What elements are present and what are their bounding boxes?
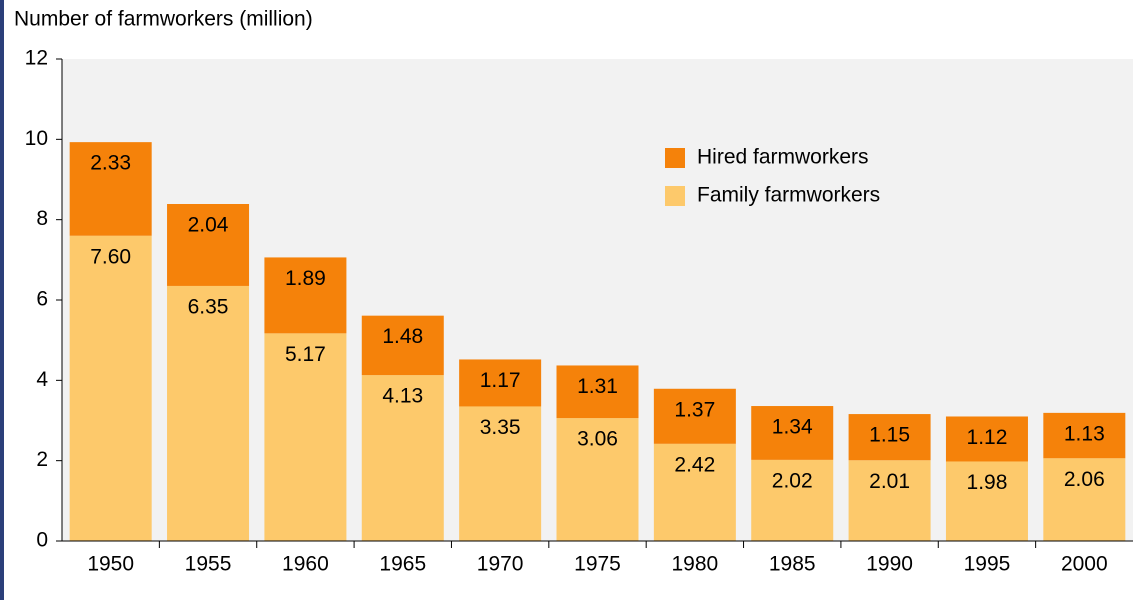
x-tick-label: 1955 (185, 553, 232, 576)
value-label: 1.37 (674, 398, 715, 421)
bar-segment (459, 359, 542, 407)
y-tick-label: 10 (25, 127, 48, 150)
value-label: 2.06 (1064, 468, 1105, 491)
value-label: 1.89 (285, 267, 326, 290)
bar-segment (361, 315, 444, 376)
value-label: 1.98 (967, 471, 1008, 494)
bar-segment (264, 333, 347, 541)
x-tick-label: 1980 (672, 553, 719, 576)
x-tick-label: 1975 (574, 553, 621, 576)
legend-swatch (665, 148, 685, 168)
bar-segment (1043, 412, 1126, 459)
x-tick-label: 2000 (1061, 553, 1108, 576)
left-border (0, 0, 4, 600)
chart-title: Number of farmworkers (million) (14, 8, 313, 31)
bar-segment (751, 406, 834, 460)
y-tick-label: 6 (36, 288, 48, 311)
bar-segment (653, 388, 736, 444)
value-label: 2.33 (90, 152, 131, 175)
value-label: 1.34 (772, 416, 813, 439)
y-tick-label: 2 (36, 448, 48, 471)
bar-segment (653, 443, 736, 541)
x-tick-label: 1965 (379, 553, 426, 576)
x-tick-label: 1950 (87, 553, 134, 576)
x-tick-label: 1990 (866, 553, 913, 576)
bar-segment (556, 418, 639, 541)
value-label: 2.42 (674, 453, 715, 476)
value-label: 7.60 (90, 245, 131, 268)
bar-segment (848, 414, 931, 461)
value-label: 2.02 (772, 469, 813, 492)
bar-segment (361, 375, 444, 541)
value-label: 2.01 (869, 470, 910, 493)
bar-segment (264, 257, 347, 334)
value-label: 1.17 (480, 369, 521, 392)
value-label: 4.13 (382, 385, 423, 408)
bar-segment (945, 461, 1028, 541)
bar-segment (69, 142, 152, 236)
bar-segment (1043, 458, 1126, 541)
legend-label: Hired farmworkers (697, 146, 869, 169)
bar-segment (556, 365, 639, 419)
value-label: 1.15 (869, 424, 910, 447)
bar-segment (167, 204, 250, 286)
y-tick-label: 8 (36, 207, 48, 230)
bar-segment (848, 460, 931, 541)
bar-segment (167, 285, 250, 541)
bar-segment (751, 459, 834, 541)
x-tick-label: 1960 (282, 553, 329, 576)
y-tick-label: 4 (36, 368, 48, 391)
y-tick-label: 12 (25, 47, 48, 70)
x-tick-label: 1970 (477, 553, 524, 576)
x-tick-label: 1985 (769, 553, 816, 576)
legend-swatch (665, 186, 685, 206)
bar-segment (69, 235, 152, 541)
value-label: 1.13 (1064, 422, 1105, 445)
value-label: 1.48 (382, 325, 423, 348)
value-label: 3.35 (480, 416, 521, 439)
value-label: 1.31 (577, 375, 618, 398)
bar-segment (459, 406, 542, 541)
value-label: 2.04 (188, 214, 229, 237)
bar-segment (945, 416, 1028, 462)
legend-label: Family farmworkers (697, 184, 880, 207)
x-tick-label: 1995 (964, 553, 1011, 576)
value-label: 3.06 (577, 428, 618, 451)
value-label: 6.35 (188, 295, 229, 318)
y-tick-label: 0 (36, 529, 48, 552)
value-label: 1.12 (967, 426, 1008, 449)
value-label: 5.17 (285, 343, 326, 366)
